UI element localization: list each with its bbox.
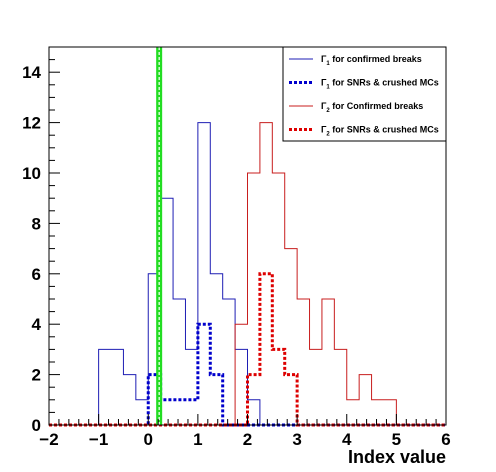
legend-label-3: Γ2 for Confirmed breaks bbox=[321, 101, 423, 114]
legend-label-1: Γ1 for confirmed breaks bbox=[321, 54, 422, 67]
x-tick-label: 6 bbox=[441, 430, 450, 449]
y-tick-label: 14 bbox=[22, 63, 41, 82]
x-tick-label: 0 bbox=[144, 430, 153, 449]
y-tick-label: 10 bbox=[22, 164, 41, 183]
legend-label-4: Γ2 for SNRs & crushed MCs bbox=[321, 125, 439, 138]
y-tick-label: 12 bbox=[22, 114, 41, 133]
x-tick-label: 5 bbox=[392, 430, 401, 449]
y-tick-label: 6 bbox=[32, 265, 41, 284]
x-tick-label: −1 bbox=[89, 430, 108, 449]
y-tick-label: 8 bbox=[32, 214, 41, 233]
x-tick-label: 2 bbox=[243, 430, 252, 449]
y-tick-label: 4 bbox=[32, 315, 42, 334]
legend-box bbox=[282, 46, 447, 142]
x-tick-label: 3 bbox=[292, 430, 301, 449]
y-tick-label: 2 bbox=[32, 366, 41, 385]
x-tick-label: −2 bbox=[39, 430, 58, 449]
y-tick-label: 0 bbox=[32, 416, 41, 435]
x-tick-label: 1 bbox=[193, 430, 202, 449]
x-axis-title: Index value bbox=[348, 447, 446, 467]
vertical-marker-band bbox=[156, 47, 163, 425]
x-tick-label: 4 bbox=[342, 430, 352, 449]
legend: Γ1 for confirmed breaks Γ1 for SNRs & cru… bbox=[282, 46, 447, 142]
legend-label-2: Γ1 for SNRs & crushed MCs bbox=[321, 78, 439, 91]
